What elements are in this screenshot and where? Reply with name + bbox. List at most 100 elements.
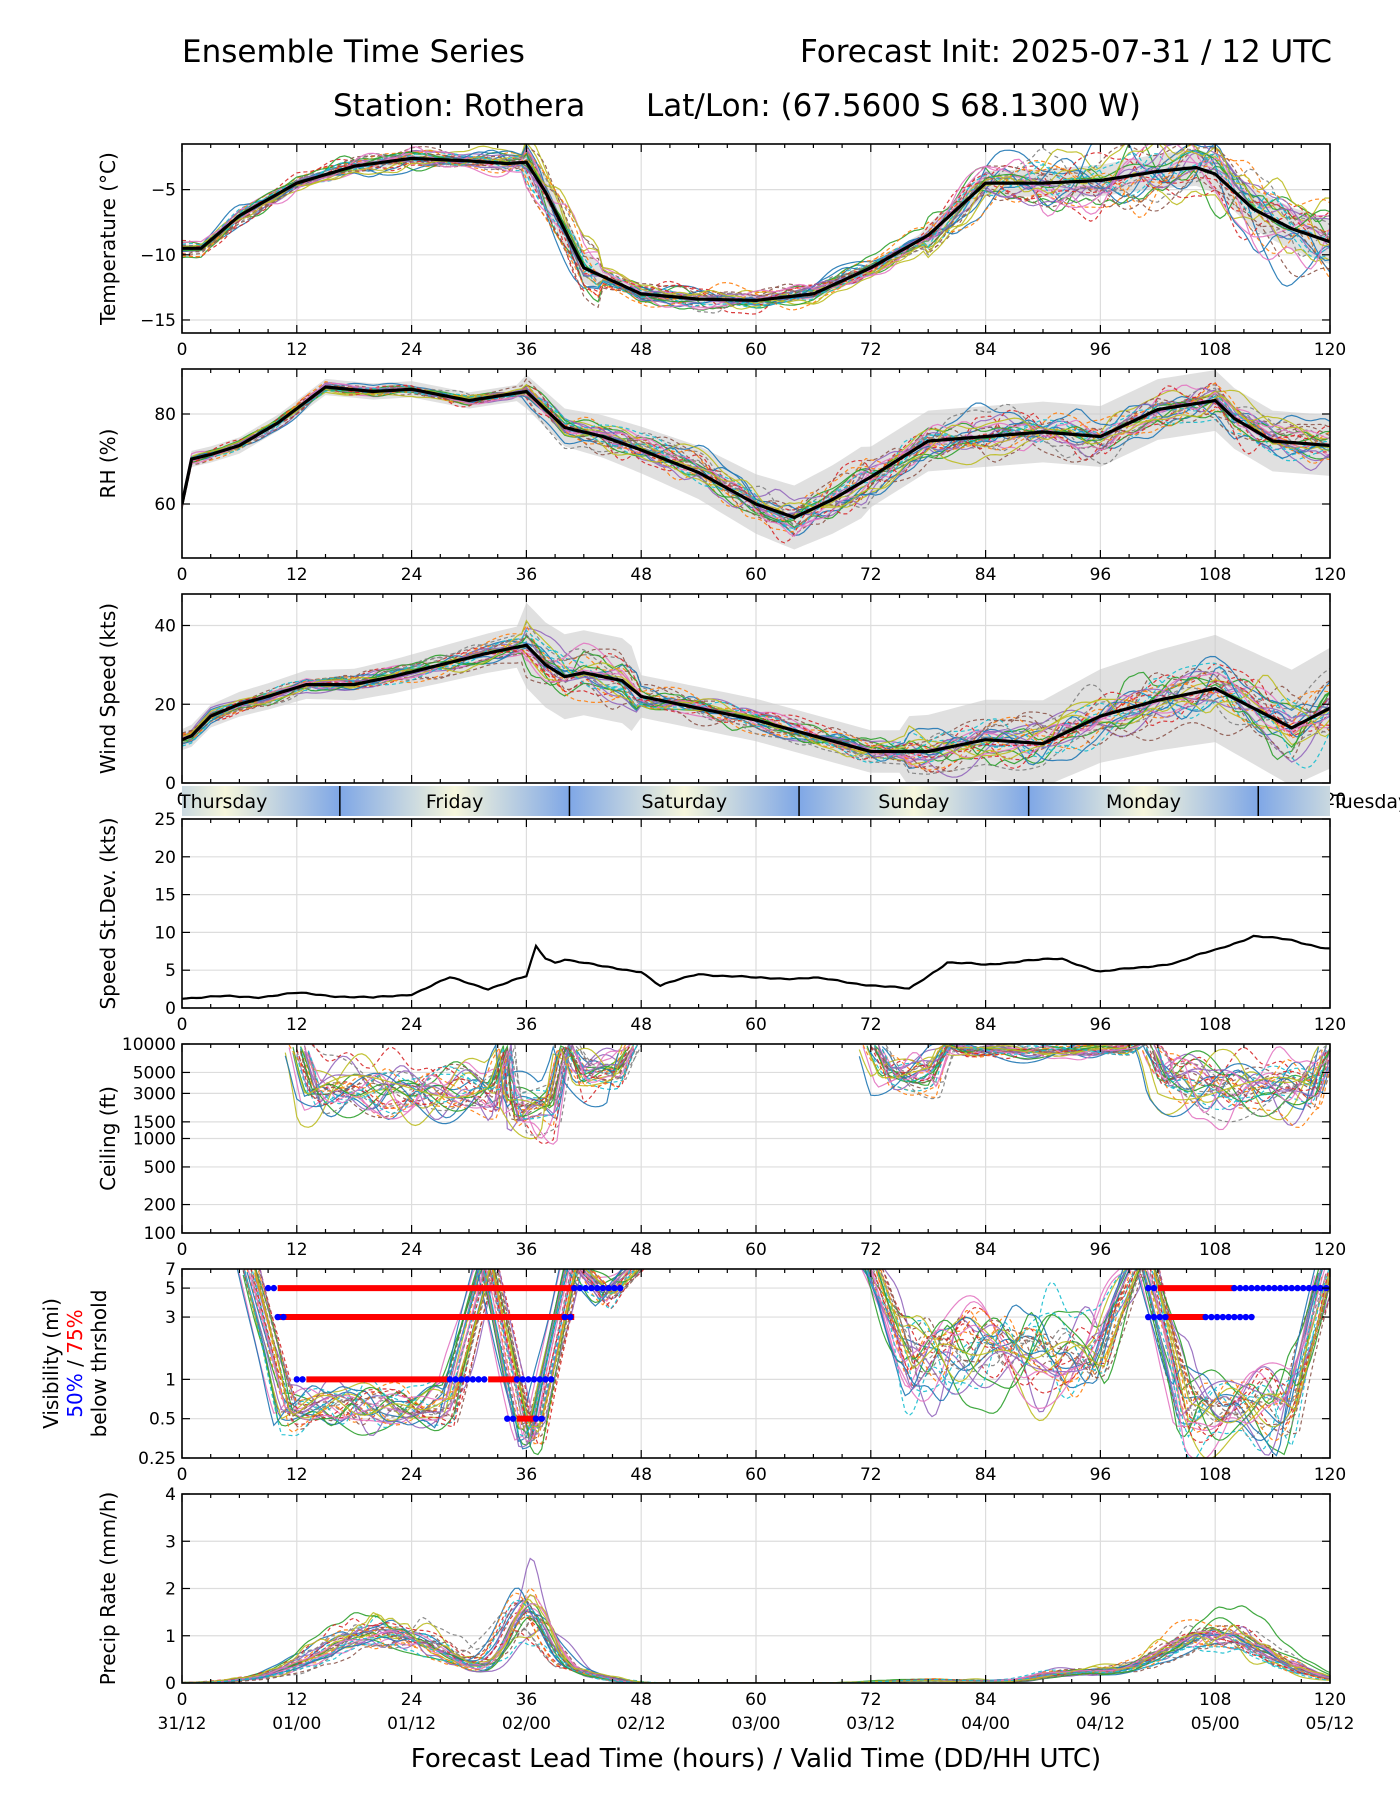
vis-50pct-marker [1236, 1313, 1244, 1321]
x-tick-label: 36 [516, 1015, 538, 1035]
x-tick-label: 96 [1090, 565, 1112, 585]
ensemble-member-line [182, 144, 1330, 305]
x-tick-label: 36 [516, 1690, 538, 1710]
x-tick-label: 60 [745, 340, 767, 360]
x-tick-label: 24 [401, 1690, 423, 1710]
y-tick-label: 60 [154, 495, 176, 515]
vis-50pct-marker [519, 1376, 526, 1383]
x-tick-label: 0 [177, 1690, 188, 1710]
ensemble-member-line [182, 649, 1330, 773]
y-tick-label: 3 [165, 1532, 176, 1552]
vis-50pct-marker [582, 1284, 589, 1292]
forecast-init-title: Forecast Init: 2025-07-31 / 12 UTC [800, 34, 1332, 70]
ensemble-member-line [182, 385, 1330, 532]
day-segment [182, 786, 340, 816]
threshold-bars [264, 1284, 1330, 1422]
y-tick-label: 100 [144, 1224, 176, 1244]
vis-50pct-marker [1311, 1284, 1318, 1292]
x-tick-label: 72 [860, 1690, 882, 1710]
ceiling-ensemble [284, 1044, 1330, 1145]
valid-time-label: 03/12 [846, 1714, 895, 1734]
ceiling-ylabel: Ceiling (ft) [96, 1086, 120, 1191]
ensemble-member-line [182, 642, 1330, 764]
x-tick-label: 72 [860, 340, 882, 360]
y-tick-label: 7 [165, 1260, 176, 1280]
valid-time-label: 02/12 [617, 1714, 666, 1734]
station-title: Station: Rothera [333, 88, 586, 124]
y-tick-label: 0.5 [149, 1410, 176, 1430]
y-tick-label: 1 [165, 1627, 176, 1647]
valid-time-label: 01/00 [272, 1714, 321, 1734]
vis-50pct-marker [1150, 1313, 1158, 1321]
x-tick-label: 12 [286, 1015, 308, 1035]
x-tick-label: 24 [401, 565, 423, 585]
x-tick-label: 36 [516, 340, 538, 360]
x-tick-label: 0 [177, 1465, 188, 1485]
rh-ylabel: RH (%) [96, 429, 120, 499]
y-tick-label: 1 [165, 1370, 176, 1390]
vis-50pct-marker [1242, 1313, 1250, 1321]
vis-50pct-marker [1236, 1284, 1244, 1292]
ensemble-member-line [300, 1044, 1330, 1119]
panel-rh: 0 12 24 36 48 60 72 84 96 108 120 80 60 RH (%) [96, 368, 1346, 585]
vis-50pct-marker [1156, 1313, 1163, 1321]
y-tick-label: 3000 [133, 1084, 176, 1104]
x-tick-label: 108 [1199, 340, 1231, 360]
x-tick-label: 48 [630, 565, 652, 585]
y-tick-label: 0 [165, 774, 176, 794]
vis-50pct-marker [280, 1313, 287, 1321]
speed_stdev-x-ticks [181, 819, 1331, 1008]
ensemble-member-line [182, 150, 1330, 308]
vis-50pct-marker [532, 1415, 540, 1422]
day-label: Sunday [878, 791, 949, 813]
y-tick-label: 15 [154, 886, 176, 906]
x-tick-label: 12 [286, 340, 308, 360]
valid-time-label: 05/00 [1191, 1714, 1240, 1734]
ensemble-member-line [236, 1269, 1316, 1457]
precip-ylabel: Precip Rate (mm/h) [96, 1492, 120, 1686]
vis-50pct-marker [611, 1284, 618, 1292]
day-segment [1258, 786, 1330, 816]
panel-speed_stdev: 0 12 24 36 48 60 72 84 96 108 120 25 20 15 10 5 0 Speed S… [96, 810, 1346, 1035]
wind_speed-ensemble [182, 619, 1330, 778]
valid-time-label: 02/00 [502, 1714, 551, 1734]
x-tick-label: 0 [177, 1240, 188, 1260]
vis-50pct-marker [1277, 1284, 1284, 1292]
x-tick-label: 72 [860, 1240, 882, 1260]
vis-50pct-marker [274, 1313, 281, 1321]
precip-x-ticks [181, 1494, 1331, 1683]
wind_speed-spread-band [182, 602, 1330, 783]
x-tick-label: 72 [860, 1015, 882, 1035]
vis-50pct-marker [1225, 1313, 1232, 1321]
vis-50pct-marker [509, 1415, 517, 1422]
ensemble-member-line [311, 1044, 1330, 1117]
panel-visibility: 0 12 24 36 48 60 72 84 96 108 120 75 3 1 0.5 0.25 Visibi… [39, 1260, 1346, 1485]
chart-title: Ensemble Time Series [182, 34, 525, 70]
x-tick-label: 96 [1090, 1240, 1112, 1260]
vis-50pct-marker [1145, 1284, 1152, 1292]
vis-50pct-marker [576, 1284, 584, 1292]
x-tick-label: 120 [1314, 1465, 1346, 1485]
day-segment [799, 786, 1029, 816]
valid-time-label: 31/12 [158, 1714, 207, 1734]
ensemble-member-line [284, 1044, 1320, 1125]
x-tick-label: 72 [860, 1465, 882, 1485]
ensemble-member-line [182, 1592, 1330, 1683]
ensemble-member-line [182, 1609, 1330, 1683]
x-tick-label: 36 [516, 565, 538, 585]
rh-x-ticks [181, 369, 1331, 558]
vis-50pct-marker [481, 1376, 488, 1383]
vis-50pct-marker [452, 1376, 459, 1383]
ensemble-member-line [284, 1044, 1320, 1140]
vis-50pct-marker [1162, 1313, 1169, 1321]
x-tick-label: 60 [745, 1015, 767, 1035]
rh-mean-line [182, 385, 1330, 520]
vis-50pct-marker [571, 1284, 578, 1292]
x-tick-label: 108 [1199, 1015, 1231, 1035]
vis-50pct-marker [1150, 1284, 1158, 1292]
vis-50pct-marker [1254, 1284, 1261, 1292]
x-tick-label: 60 [745, 1465, 767, 1485]
x-tick-label: 84 [975, 340, 997, 360]
day-segment [1028, 786, 1259, 816]
y-tick-label: −5 [151, 181, 176, 201]
